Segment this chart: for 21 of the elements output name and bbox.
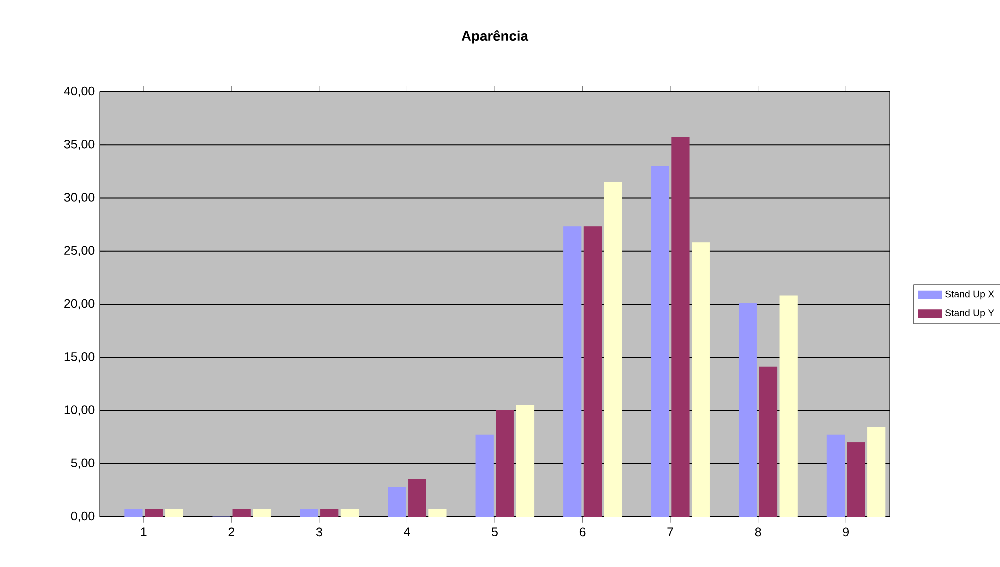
legend-label: Stand Up Y <box>946 309 994 318</box>
x-tick-label: 2 <box>228 528 234 536</box>
x-tick-label: 7 <box>668 528 674 536</box>
y-tick-label: 20,00 <box>64 299 95 310</box>
chart-title: Aparência <box>462 30 529 44</box>
y-tick-label: 10,00 <box>64 406 95 416</box>
x-tick-label: 5 <box>492 528 498 536</box>
y-tick-label: 35,00 <box>64 140 95 150</box>
y-tick-label: 15,00 <box>64 352 95 363</box>
y-tick-label: 0,00 <box>71 512 95 522</box>
x-tick-label: 6 <box>580 528 586 537</box>
x-tick-label: 3 <box>316 528 322 537</box>
y-tick-label: 25,00 <box>64 246 95 257</box>
y-tick-label: 40,00 <box>64 86 95 98</box>
y-tick-label: 30,00 <box>64 193 95 204</box>
x-tick-label: 9 <box>843 528 849 537</box>
legend-label: Stand Up X <box>946 290 994 300</box>
x-tick-label: 1 <box>141 528 147 536</box>
y-tick-label: 5,00 <box>71 458 95 470</box>
x-tick-label: 4 <box>404 528 410 536</box>
x-tick-label: 8 <box>755 528 762 537</box>
